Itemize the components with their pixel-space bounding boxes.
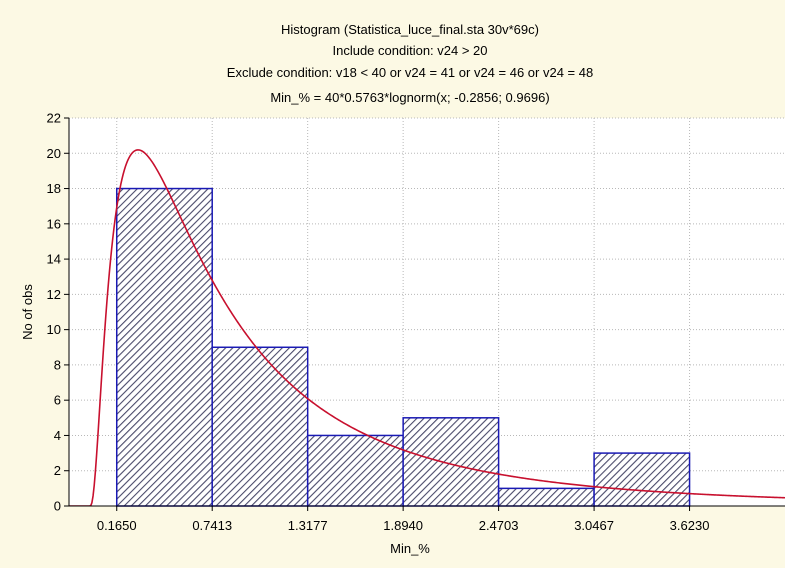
histogram-bar-5 [497, 487, 595, 507]
title-line-1: Histogram (Statistica_luce_final.sta 30v… [281, 22, 539, 37]
histogram-bar-2 [211, 346, 309, 507]
lognormal-fit-curve [69, 149, 785, 506]
histogram-bar-1 [115, 187, 213, 507]
y-tick-label: 16 [47, 216, 61, 231]
y-tick-label: 10 [47, 322, 61, 337]
chart-title: Histogram (Statistica_luce_final.sta 30v… [227, 22, 593, 105]
y-axis-ticks: 0 2 4 6 8 10 12 14 16 18 20 22 [47, 111, 69, 514]
x-tick-label: 3.0467 [574, 518, 614, 533]
fit-curve-group [69, 149, 785, 506]
y-tick-label: 6 [54, 393, 61, 408]
title-line-3: Exclude condition: v18 < 40 or v24 = 41 … [227, 65, 593, 80]
y-tick-label: 22 [47, 111, 61, 126]
y-tick-label: 0 [54, 499, 61, 514]
y-tick-label: 8 [54, 357, 61, 372]
x-tick-label: 0.7413 [192, 518, 232, 533]
x-tick-label: 0.1650 [97, 518, 137, 533]
y-tick-label: 4 [54, 428, 61, 443]
histogram-bar-4 [402, 417, 500, 507]
x-tick-label: 2.4703 [479, 518, 519, 533]
y-tick-label: 14 [47, 252, 61, 267]
histogram-bar-6 [593, 452, 691, 507]
histogram-bar-3 [306, 434, 404, 507]
x-tick-label: 1.3177 [288, 518, 328, 533]
y-tick-label: 20 [47, 146, 61, 161]
x-axis-label: Min_% [390, 541, 430, 556]
y-tick-label: 18 [47, 181, 61, 196]
x-axis-ticks: 0.1650 0.7413 1.3177 1.8940 2.4703 3.0467 3.62… [97, 506, 710, 533]
title-line-4: Min_% = 40*0.5763*lognorm(x; -0.2856; 0.… [270, 90, 549, 105]
x-tick-label: 3.6230 [670, 518, 710, 533]
y-axis-label: No of obs [20, 284, 35, 340]
y-tick-label: 2 [54, 463, 61, 478]
x-tick-label: 1.8940 [383, 518, 423, 533]
y-tick-label: 12 [47, 287, 61, 302]
histogram-bars [115, 187, 691, 507]
title-line-2: Include condition: v24 > 20 [332, 43, 487, 58]
